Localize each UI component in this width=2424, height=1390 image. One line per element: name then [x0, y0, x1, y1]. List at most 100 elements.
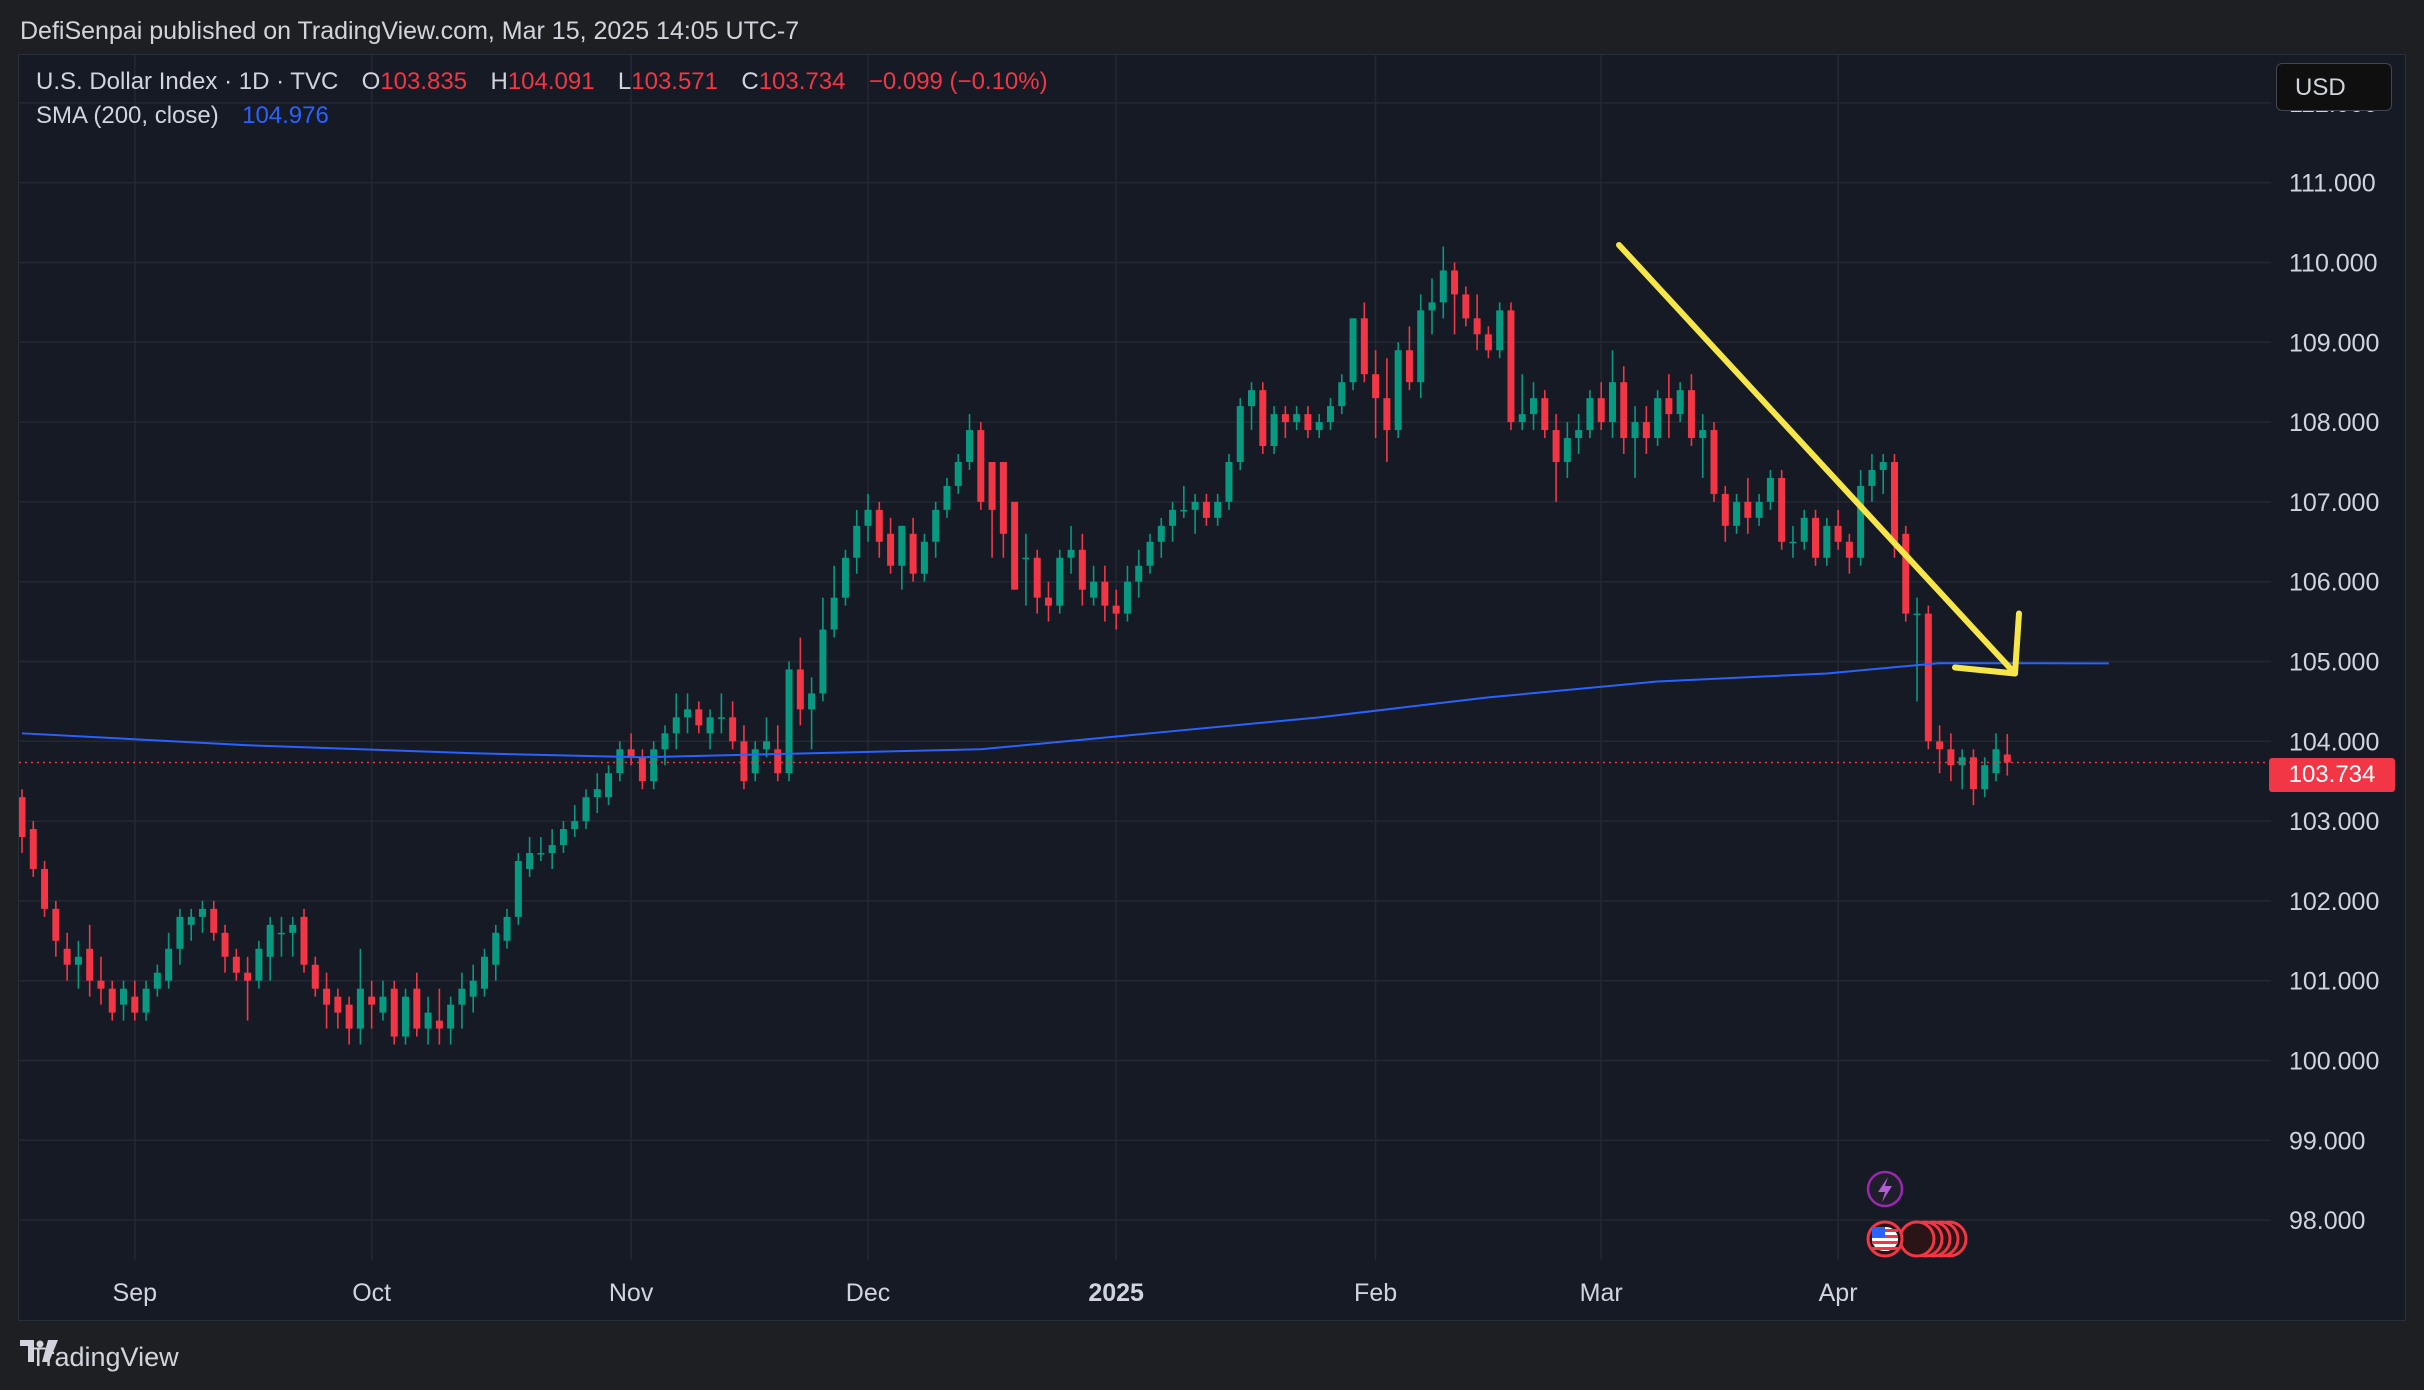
candle[interactable]: [1033, 549, 1041, 614]
candle[interactable]: [1225, 454, 1233, 510]
candle[interactable]: [1620, 366, 1628, 455]
candle[interactable]: [52, 900, 60, 957]
lightning-icon[interactable]: [1866, 1170, 1904, 1208]
candle[interactable]: [187, 908, 195, 941]
candle[interactable]: [920, 533, 928, 582]
candle[interactable]: [684, 693, 692, 734]
candle[interactable]: [1507, 302, 1515, 431]
candle[interactable]: [1789, 525, 1797, 558]
candle[interactable]: [1044, 581, 1052, 622]
candle[interactable]: [221, 924, 229, 973]
candle[interactable]: [740, 725, 748, 790]
candle[interactable]: [887, 517, 895, 574]
candle[interactable]: [1823, 517, 1831, 566]
candle[interactable]: [142, 980, 150, 1021]
candle[interactable]: [74, 940, 82, 989]
candle[interactable]: [717, 693, 725, 734]
candle[interactable]: [1608, 350, 1616, 439]
candle[interactable]: [63, 932, 71, 981]
candle[interactable]: [1699, 414, 1707, 478]
candle[interactable]: [334, 988, 342, 1029]
candle[interactable]: [559, 821, 567, 854]
candle[interactable]: [627, 733, 635, 766]
candle[interactable]: [909, 517, 917, 582]
candle[interactable]: [1067, 525, 1075, 574]
candle[interactable]: [1383, 358, 1391, 462]
candle[interactable]: [108, 980, 116, 1021]
candle[interactable]: [165, 932, 173, 989]
candle[interactable]: [1157, 517, 1165, 558]
candle[interactable]: [999, 461, 1007, 558]
candle[interactable]: [1078, 533, 1086, 606]
candle[interactable]: [1845, 533, 1853, 574]
candle[interactable]: [131, 980, 139, 1021]
candle[interactable]: [762, 717, 770, 758]
candle[interactable]: [492, 924, 500, 981]
us-flag-event-icon[interactable]: [1866, 1220, 1968, 1258]
candle[interactable]: [1405, 326, 1413, 391]
candle[interactable]: [661, 725, 669, 766]
candle[interactable]: [255, 940, 263, 989]
candle[interactable]: [1090, 565, 1098, 606]
candle[interactable]: [97, 956, 105, 1005]
symbol-label[interactable]: U.S. Dollar Index · 1D · TVC: [36, 68, 339, 95]
candle[interactable]: [1642, 406, 1650, 455]
candle[interactable]: [582, 789, 590, 830]
candle[interactable]: [1428, 278, 1436, 335]
candle[interactable]: [1372, 350, 1380, 439]
candle[interactable]: [1180, 485, 1188, 518]
candle[interactable]: [323, 972, 331, 1029]
candle[interactable]: [1981, 757, 1989, 798]
candle[interactable]: [1417, 294, 1425, 399]
candle[interactable]: [1879, 454, 1887, 494]
candle[interactable]: [1326, 398, 1334, 431]
candle[interactable]: [706, 709, 714, 750]
candle[interactable]: [232, 948, 240, 981]
candle[interactable]: [1936, 725, 1944, 774]
candle[interactable]: [176, 908, 184, 965]
candle[interactable]: [1924, 605, 1932, 750]
candle[interactable]: [1011, 501, 1019, 590]
candle[interactable]: [695, 701, 703, 734]
candle[interactable]: [1755, 493, 1763, 526]
candle[interactable]: [1800, 509, 1808, 550]
sma-200-line[interactable]: [21, 662, 2109, 759]
candle[interactable]: [1281, 406, 1289, 439]
candle[interactable]: [1259, 382, 1267, 455]
candle[interactable]: [514, 853, 522, 925]
candle[interactable]: [1101, 565, 1109, 622]
candle[interactable]: [830, 565, 838, 638]
candle[interactable]: [1913, 597, 1921, 702]
candle[interactable]: [458, 972, 466, 1029]
candle[interactable]: [1214, 493, 1222, 526]
trend-arrow[interactable]: [1616, 242, 2022, 677]
candle[interactable]: [120, 980, 128, 1021]
candle[interactable]: [932, 501, 940, 558]
candle[interactable]: [808, 677, 816, 750]
candle[interactable]: [1575, 414, 1583, 455]
candle[interactable]: [300, 908, 308, 973]
candle[interactable]: [638, 749, 646, 790]
candle[interactable]: [988, 461, 996, 558]
candle[interactable]: [1439, 246, 1447, 319]
candle[interactable]: [785, 661, 793, 782]
candle[interactable]: [864, 493, 872, 542]
candle[interactable]: [1710, 422, 1718, 502]
candle[interactable]: [1586, 390, 1594, 439]
candle[interactable]: [729, 701, 737, 750]
candle[interactable]: [796, 637, 804, 726]
candle[interactable]: [390, 980, 398, 1045]
candle[interactable]: [1462, 286, 1470, 327]
candle[interactable]: [1857, 469, 1865, 566]
candle[interactable]: [266, 916, 274, 981]
candle[interactable]: [1597, 382, 1605, 431]
candle[interactable]: [1248, 382, 1256, 431]
candle[interactable]: [1293, 406, 1301, 431]
chart-frame[interactable]: 112.000111.000110.000109.000108.000107.0…: [18, 54, 2406, 1321]
candle[interactable]: [345, 996, 353, 1045]
candle[interactable]: [244, 956, 252, 1021]
candle[interactable]: [819, 597, 827, 702]
candle[interactable]: [289, 916, 297, 957]
candle[interactable]: [548, 829, 556, 869]
candle[interactable]: [1992, 733, 2000, 782]
